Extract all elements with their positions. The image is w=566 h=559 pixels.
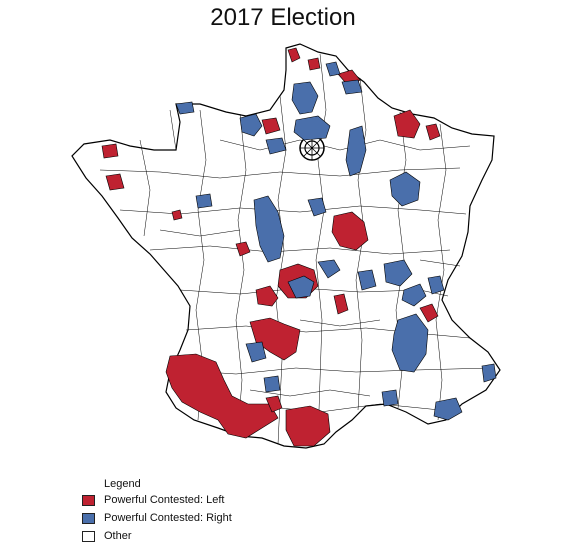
right-contested-regions [175,61,497,421]
legend-heading: Legend [104,478,141,490]
legend-label-left: Powerful Contested: Left [104,494,225,506]
map-title: 2017 Election [210,4,356,31]
legend-label-right: Powerful Contested: Right [104,512,232,524]
legend-swatch-other [82,531,95,542]
legend-swatch-left [82,495,95,506]
legend-swatch-right [82,513,95,524]
legend-label-other: Other [104,530,132,542]
france-mainland-outline [71,43,501,449]
france-constituency-map [71,43,501,449]
